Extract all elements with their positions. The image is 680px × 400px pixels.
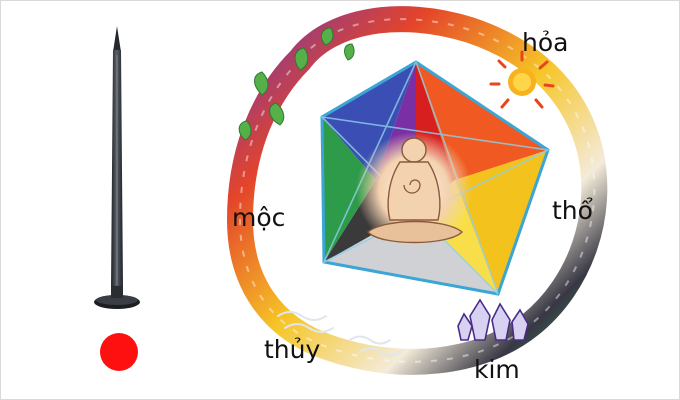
element-label-kim: kim — [474, 355, 520, 384]
element-cycle-ring — [226, 6, 608, 375]
nail-icon — [94, 26, 140, 309]
water-wave-icon — [277, 311, 401, 357]
crystal-icon — [457, 298, 529, 341]
element-label-thuy: thủy — [264, 335, 321, 364]
leaf-icon — [238, 27, 355, 141]
element-label-tho: thổ — [552, 196, 593, 225]
meditating-figure-icon — [356, 132, 472, 248]
element-label-moc: mộc — [232, 203, 286, 232]
sun-icon — [489, 50, 555, 109]
red-dot-icon — [100, 333, 138, 371]
element-label-hoa: hỏa — [522, 28, 569, 57]
